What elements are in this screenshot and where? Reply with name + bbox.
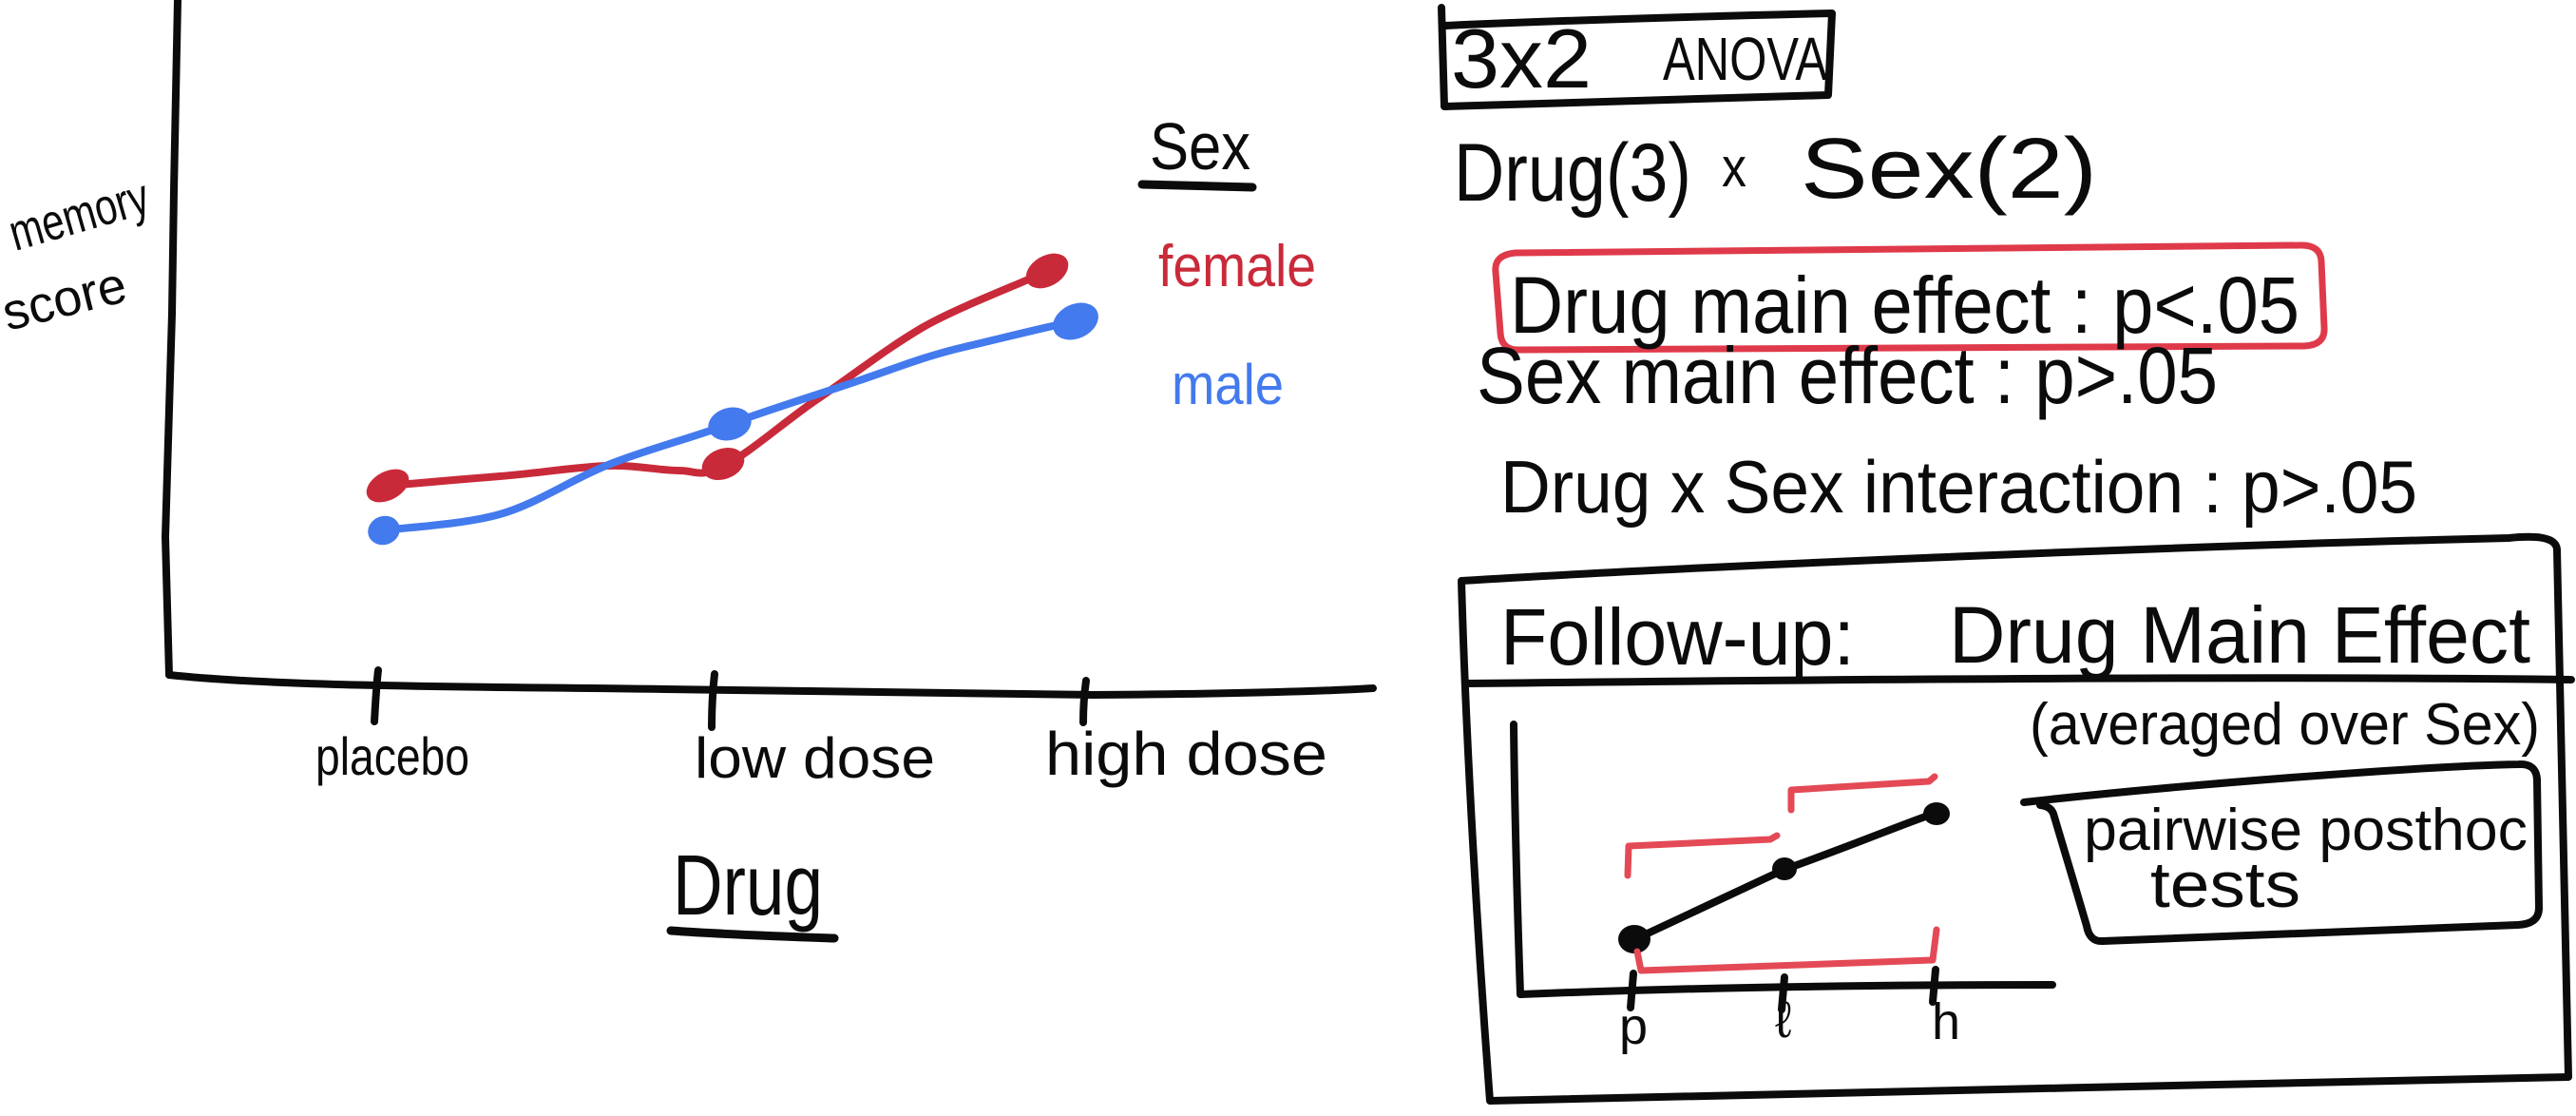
svg-text:low dose: low dose — [695, 726, 935, 790]
svg-text:Sex main effect : p>.05: Sex main effect : p>.05 — [1477, 331, 2218, 420]
svg-text:Follow-up:: Follow-up: — [1500, 592, 1855, 682]
svg-text:Sex: Sex — [1150, 109, 1250, 183]
svg-text:Sex(2): Sex(2) — [1801, 122, 2097, 217]
svg-text:ANOVA: ANOVA — [1663, 25, 1827, 93]
svg-text:tests: tests — [2150, 849, 2300, 921]
svg-text:Drug: Drug — [673, 838, 823, 933]
svg-text:p: p — [1619, 998, 1648, 1055]
svg-text:Drug(3): Drug(3) — [1454, 127, 1691, 219]
svg-text:placebo: placebo — [315, 726, 469, 786]
svg-text:Drug main effect : p<.05: Drug main effect : p<.05 — [1510, 260, 2299, 350]
svg-text:3x2: 3x2 — [1451, 11, 1592, 106]
svg-text:x: x — [1722, 137, 1746, 199]
svg-text:Drug x Sex interaction : p>.05: Drug x Sex interaction : p>.05 — [1500, 445, 2417, 529]
svg-text:Drug Main Effect: Drug Main Effect — [1949, 590, 2530, 680]
svg-text:female: female — [1158, 234, 1316, 299]
svg-text:high dose: high dose — [1045, 720, 1327, 788]
svg-text:ℓ: ℓ — [1775, 991, 1791, 1049]
svg-text:pairwise posthoc: pairwise posthoc — [2084, 798, 2528, 863]
svg-text:(averaged over Sex): (averaged over Sex) — [2030, 692, 2540, 758]
svg-text:male: male — [1172, 353, 1284, 416]
svg-text:h: h — [1932, 993, 1960, 1050]
